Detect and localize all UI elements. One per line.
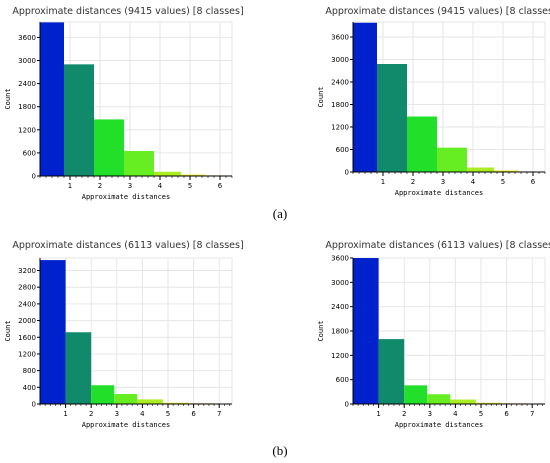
x-tick-label: 2 [98, 182, 102, 190]
histogram-chart-a-left: Approximate distances (9415 values) [8 c… [4, 6, 244, 201]
histogram-bar [427, 394, 451, 404]
x-tick-label: 4 [453, 410, 458, 418]
y-tick-label: 3000 [331, 56, 349, 64]
x-axis-label: Approximate distances [82, 421, 171, 429]
x-tick-label: 2 [411, 178, 415, 186]
histogram-bar [353, 22, 377, 172]
y-tick-label: 0 [345, 401, 349, 409]
histogram-bar [94, 119, 124, 176]
y-tick-label: 1200 [331, 124, 349, 132]
y-tick-label: 1800 [331, 328, 349, 336]
x-tick-label: 1 [63, 410, 67, 418]
y-tick-label: 600 [336, 376, 349, 384]
y-tick-label: 1600 [18, 334, 36, 342]
y-tick-label: 2400 [331, 79, 349, 87]
x-tick-label: 4 [471, 178, 476, 186]
x-tick-label: 3 [128, 182, 132, 190]
x-tick-label: 5 [479, 410, 483, 418]
x-tick-label: 7 [217, 410, 221, 418]
y-axis-label: Count [317, 86, 325, 107]
chart-title: Approximate distances (9415 values) [8 c… [12, 6, 243, 17]
y-tick-label: 600 [336, 146, 349, 154]
chart-title: Approximate distances (6113 values) [8 c… [325, 240, 550, 251]
histogram-bar [137, 399, 163, 404]
x-axis-label: Approximate distances [395, 421, 484, 429]
y-axis-label: Count [4, 320, 12, 341]
histogram-bar [404, 385, 428, 404]
y-axis-label: Count [4, 88, 12, 109]
x-tick-label: 7 [530, 410, 534, 418]
histogram-bar [40, 22, 64, 177]
y-tick-label: 1200 [18, 350, 36, 358]
x-tick-label: 4 [158, 182, 163, 190]
y-tick-label: 3000 [18, 57, 36, 65]
y-tick-label: 600 [23, 149, 36, 157]
x-axis-label: Approximate distances [395, 189, 484, 197]
histogram-bar [450, 399, 476, 404]
y-tick-label: 2400 [331, 303, 349, 311]
y-tick-label: 800 [23, 367, 36, 375]
x-tick-label: 5 [501, 178, 505, 186]
histogram-bar [353, 258, 379, 404]
histogram-bar [40, 260, 66, 404]
x-tick-label: 2 [402, 410, 406, 418]
y-tick-label: 1800 [18, 103, 36, 111]
x-tick-label: 6 [218, 182, 223, 190]
x-tick-label: 5 [166, 410, 170, 418]
histogram-bar [64, 64, 94, 176]
histogram-bar [154, 171, 181, 176]
x-tick-label: 1 [68, 182, 72, 190]
histogram-bar [114, 393, 138, 404]
y-tick-label: 3600 [331, 255, 349, 263]
y-tick-label: 3000 [331, 279, 349, 287]
x-tick-label: 6 [191, 410, 196, 418]
x-tick-label: 6 [504, 410, 509, 418]
x-tick-label: 3 [441, 178, 445, 186]
x-tick-label: 1 [381, 178, 385, 186]
y-tick-label: 1200 [18, 126, 36, 134]
y-tick-label: 3600 [18, 34, 36, 42]
x-tick-label: 1 [376, 410, 380, 418]
y-tick-label: 2400 [18, 80, 36, 88]
histogram-bar [475, 402, 502, 404]
histogram-bar [377, 64, 407, 172]
histogram-bar [467, 167, 494, 172]
x-tick-label: 5 [188, 182, 192, 190]
panel-label-b: (b) [272, 443, 287, 458]
histogram-bar [378, 339, 405, 404]
chart-title: Approximate distances (6113 values) [8 c… [12, 240, 243, 251]
y-tick-label: 2400 [18, 300, 36, 308]
x-tick-label: 4 [140, 410, 145, 418]
y-tick-label: 2000 [18, 317, 36, 325]
y-tick-label: 0 [345, 169, 349, 177]
histogram-bar [162, 402, 189, 404]
y-tick-label: 2800 [18, 284, 36, 292]
histogram-chart-b-left: Approximate distances (6113 values) [8 c… [4, 240, 244, 429]
y-tick-label: 400 [23, 384, 36, 392]
y-tick-label: 1200 [331, 352, 349, 360]
y-tick-label: 3600 [331, 34, 349, 42]
y-axis-label: Count [317, 320, 325, 341]
histogram-bar [181, 174, 205, 176]
y-tick-label: 3200 [18, 267, 36, 275]
x-tick-label: 3 [115, 410, 119, 418]
y-tick-label: 0 [32, 173, 36, 181]
x-tick-label: 6 [531, 178, 536, 186]
histogram-bar [437, 147, 467, 172]
x-tick-label: 3 [428, 410, 432, 418]
y-tick-label: 0 [32, 401, 36, 409]
histogram-bar [91, 385, 115, 404]
x-axis-label: Approximate distances [82, 193, 171, 201]
y-tick-label: 1800 [331, 101, 349, 109]
histogram-chart-b-right: Approximate distances (6113 values) [8 c… [317, 240, 550, 429]
chart-title: Approximate distances (9415 values) [8 c… [325, 6, 550, 17]
x-tick-label: 2 [89, 410, 93, 418]
histogram-chart-a-right: Approximate distances (9415 values) [8 c… [317, 6, 550, 197]
panel-label-a: (a) [273, 206, 287, 221]
histogram-bar [65, 332, 92, 404]
histogram-bar [124, 150, 154, 176]
histogram-bar [494, 170, 518, 172]
histogram-bar [407, 116, 437, 172]
